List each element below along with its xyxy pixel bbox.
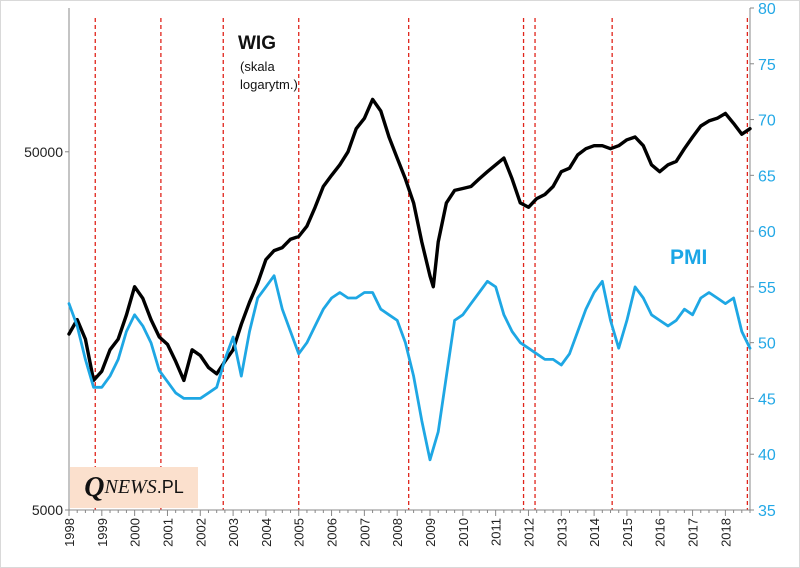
x-tick-label-4: 2002 bbox=[193, 518, 208, 547]
right-tick-label-3: 50 bbox=[758, 336, 776, 353]
logo-news: NEWS bbox=[104, 476, 157, 498]
x-tick-label-10: 2008 bbox=[390, 518, 405, 547]
right-tick-label-9: 80 bbox=[758, 1, 776, 18]
right-tick-label-4: 55 bbox=[758, 280, 776, 297]
right-tick-label-0: 35 bbox=[758, 503, 776, 520]
x-tick-label-14: 2012 bbox=[521, 518, 536, 547]
series-line-wig bbox=[67, 97, 752, 383]
logo-letter-q: Q bbox=[84, 471, 105, 503]
x-tick-label-15: 2013 bbox=[554, 518, 569, 547]
right-y-ticks: 35 40 45 50 55 60 65 70 75 80 bbox=[750, 1, 776, 520]
left-tick-label-0: 5000 bbox=[32, 502, 63, 518]
wig-note-line2: logarytm.) bbox=[240, 77, 298, 92]
x-tick-label-9: 2007 bbox=[357, 518, 372, 547]
logo-pl: .PL bbox=[156, 477, 184, 497]
right-tick-label-5: 60 bbox=[758, 224, 776, 241]
vertical-markers bbox=[94, 18, 749, 510]
x-tick-label-17: 2015 bbox=[620, 518, 635, 547]
pmi-title: PMI bbox=[670, 246, 707, 269]
right-tick-label-6: 65 bbox=[758, 168, 776, 185]
x-tick-label-13: 2011 bbox=[489, 518, 504, 546]
wig-note-line1: (skala bbox=[240, 59, 275, 74]
x-tick-label-0: 1998 bbox=[62, 518, 77, 547]
right-tick-label-7: 70 bbox=[758, 113, 776, 130]
axes bbox=[68, 8, 751, 511]
x-tick-label-3: 2001 bbox=[160, 518, 175, 547]
x-tick-label-20: 2018 bbox=[718, 518, 733, 547]
right-tick-label-8: 75 bbox=[758, 57, 776, 74]
left-tick-label-1: 50000 bbox=[24, 144, 63, 160]
x-tick-label-16: 2014 bbox=[587, 518, 602, 547]
x-tick-label-11: 2009 bbox=[423, 518, 438, 547]
x-tick-label-12: 2010 bbox=[456, 518, 471, 547]
x-tick-label-5: 2003 bbox=[226, 518, 241, 547]
x-tick-label-19: 2017 bbox=[686, 518, 701, 547]
x-tick-label-2: 2000 bbox=[128, 518, 143, 547]
series-line-pmi bbox=[67, 274, 752, 462]
x-ticks: 1998 1999 2000 2001 2002 2003 2004 2005 2006 2007… bbox=[62, 510, 751, 547]
series-layer bbox=[67, 97, 752, 462]
x-tick-label-8: 2006 bbox=[325, 518, 340, 547]
x-tick-label-6: 2004 bbox=[259, 518, 274, 547]
wig-title: WIG bbox=[238, 33, 276, 54]
right-tick-label-2: 45 bbox=[758, 391, 776, 408]
x-tick-label-18: 2016 bbox=[653, 518, 668, 547]
right-tick-label-1: 40 bbox=[758, 447, 776, 464]
qnews-logo: Q NEWS .PL bbox=[70, 467, 198, 508]
x-tick-label-7: 2005 bbox=[292, 518, 307, 547]
x-tick-label-1: 1999 bbox=[95, 518, 110, 547]
left-y-ticks: 5000 50000 bbox=[24, 144, 69, 518]
